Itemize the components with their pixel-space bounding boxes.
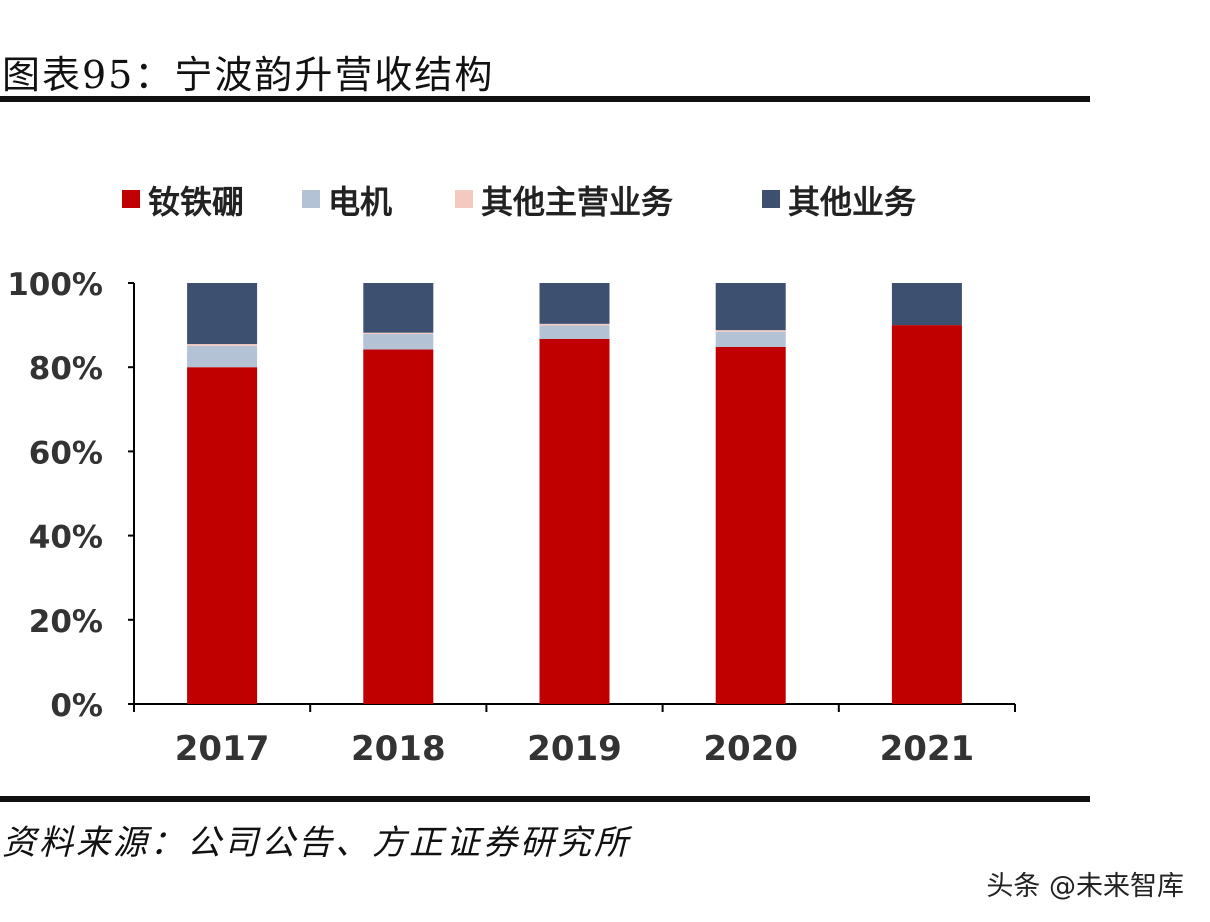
bar-segment	[891, 325, 962, 704]
bar-segment	[539, 325, 610, 339]
y-tick-label: 40%	[29, 520, 103, 556]
x-tick-label: 2018	[351, 729, 446, 769]
bar-segment	[363, 283, 434, 333]
legend-swatch	[762, 190, 780, 208]
y-tick-label: 20%	[29, 604, 103, 640]
watermark: 头条 @未来智库	[986, 871, 1184, 902]
legend-label: 电机	[328, 183, 392, 221]
source-note: 资料来源：公司公告、方正证券研究所	[2, 823, 631, 863]
bar-segment	[715, 283, 786, 331]
x-tick-label: 2019	[527, 729, 622, 769]
bar-segment	[187, 345, 258, 368]
bar-segment	[715, 346, 786, 704]
bar-segment	[715, 331, 786, 347]
x-tick-label: 2017	[175, 729, 270, 769]
bar-segment	[539, 323, 610, 326]
bottom-rule	[0, 796, 1090, 802]
figure-title: 图表95：宁波韵升营收结构	[2, 53, 495, 97]
bar-segment	[539, 283, 610, 324]
x-tick-label: 2021	[880, 729, 975, 769]
bar-segment	[187, 344, 258, 346]
legend-swatch	[455, 190, 473, 208]
legend-swatch	[302, 190, 320, 208]
y-tick-label: 100%	[7, 267, 103, 303]
top-rule	[0, 96, 1090, 102]
bar-segment	[363, 333, 434, 350]
bar-segment	[363, 349, 434, 704]
legend-label: 其他业务	[788, 183, 916, 221]
bar-segment	[187, 283, 258, 345]
legend-label: 钕铁硼	[148, 183, 244, 221]
legend-swatch	[122, 190, 140, 208]
bar-segment	[891, 283, 962, 326]
bar-segment	[539, 338, 610, 704]
y-tick-label: 60%	[29, 435, 103, 471]
y-tick-label: 80%	[29, 351, 103, 387]
bar-segment	[187, 367, 258, 704]
x-tick-label: 2020	[703, 729, 798, 769]
y-tick-label: 0%	[50, 688, 103, 724]
bar-segment	[715, 330, 786, 332]
bar-segment	[363, 332, 434, 334]
legend-label: 其他主营业务	[481, 183, 673, 221]
